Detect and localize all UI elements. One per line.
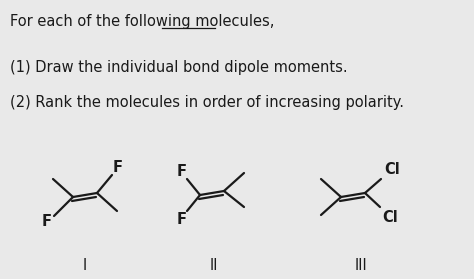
Text: (1) Draw the individual bond dipole moments.: (1) Draw the individual bond dipole mome… [10, 60, 347, 75]
Text: F: F [42, 213, 52, 229]
Text: F: F [177, 163, 187, 179]
Text: F: F [177, 211, 187, 227]
Text: Cl: Cl [384, 162, 400, 177]
Text: II: II [210, 258, 218, 273]
Text: F: F [113, 160, 123, 174]
Text: For each of the following molecules,: For each of the following molecules, [10, 14, 274, 29]
Text: III: III [355, 258, 367, 273]
Text: Cl: Cl [382, 210, 398, 225]
Text: (2) Rank the molecules in order of increasing polarity.: (2) Rank the molecules in order of incre… [10, 95, 404, 110]
Text: I: I [83, 258, 87, 273]
